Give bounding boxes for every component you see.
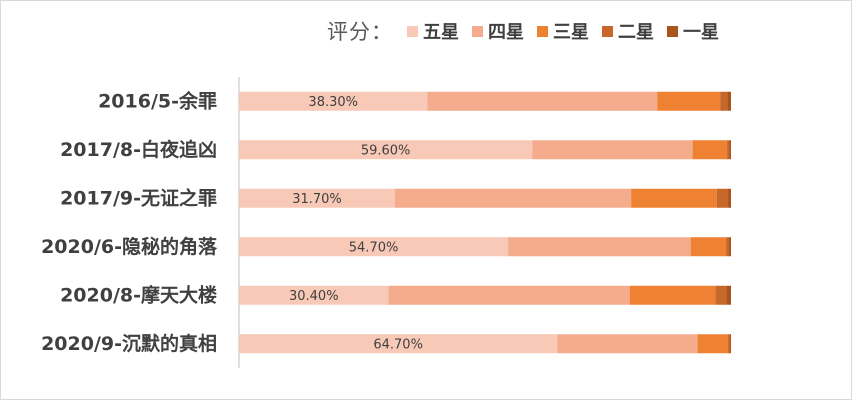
bar-segment <box>239 140 533 160</box>
bar-segment <box>728 188 731 208</box>
bar-segment <box>239 91 428 111</box>
data-label: 30.40% <box>289 289 339 304</box>
legend: 评分： 五星 四星 三星 二星 一星 <box>327 15 732 47</box>
legend-label: 四星 <box>488 22 524 43</box>
legend-swatch <box>537 25 548 37</box>
legend-swatch <box>407 25 418 37</box>
legend-swatch <box>472 25 483 37</box>
bar-segment <box>557 334 698 354</box>
bar-segment <box>508 237 691 257</box>
bar-segment <box>726 285 731 305</box>
legend-label: 三星 <box>553 22 589 43</box>
data-label: 38.30% <box>308 95 358 110</box>
bar-segment <box>728 334 731 354</box>
legend-title: 评分： <box>327 20 393 44</box>
bar-segment <box>730 334 731 354</box>
legend-item-1: 五星 <box>407 18 459 44</box>
category-label: 2017/9-无证之罪 <box>60 186 217 209</box>
bar-segment <box>631 188 717 208</box>
legend-item-4: 二星 <box>602 18 654 44</box>
legend-label: 五星 <box>423 22 459 43</box>
legend-item-2: 四星 <box>472 18 524 44</box>
bar-segment <box>716 188 729 208</box>
legend-item-3: 三星 <box>537 18 589 44</box>
data-label: 64.70% <box>373 337 423 352</box>
category-label: 2020/9-沉默的真相 <box>41 332 217 355</box>
bar-segment <box>727 91 731 111</box>
bar-segment <box>239 334 558 354</box>
bar-segment <box>729 140 731 160</box>
bar-segment <box>726 237 730 257</box>
bar-segment <box>239 285 389 305</box>
data-label: 31.70% <box>292 192 342 207</box>
bar-segment <box>239 188 395 208</box>
bar-segment <box>394 188 632 208</box>
bar-segment <box>727 140 730 160</box>
bar-segment <box>729 237 731 257</box>
bar-segment <box>697 334 729 354</box>
bar-segment <box>690 237 727 257</box>
legend-swatch <box>602 25 613 37</box>
legend-swatch <box>667 25 678 37</box>
category-label: 2020/6-隐秘的角落 <box>41 235 218 258</box>
bar-segment <box>715 285 727 305</box>
category-label: 2017/8-白夜追凶 <box>60 138 217 161</box>
bar-segment <box>720 91 728 111</box>
category-label: 2016/5-余罪 <box>98 89 217 112</box>
bar-segment <box>388 285 630 305</box>
legend-item-5: 一星 <box>667 18 719 44</box>
legend-label: 二星 <box>618 22 654 43</box>
bar-segment <box>629 285 716 305</box>
data-label: 54.70% <box>349 240 399 255</box>
bar-segment <box>657 91 721 111</box>
category-label: 2020/8-摩天大楼 <box>60 283 217 306</box>
legend-label: 一星 <box>683 22 719 43</box>
bar-segment <box>532 140 693 160</box>
bar-segment <box>427 91 658 111</box>
bar-segment <box>239 237 509 257</box>
data-label: 59.60% <box>361 143 411 158</box>
bar-segment <box>692 140 728 160</box>
